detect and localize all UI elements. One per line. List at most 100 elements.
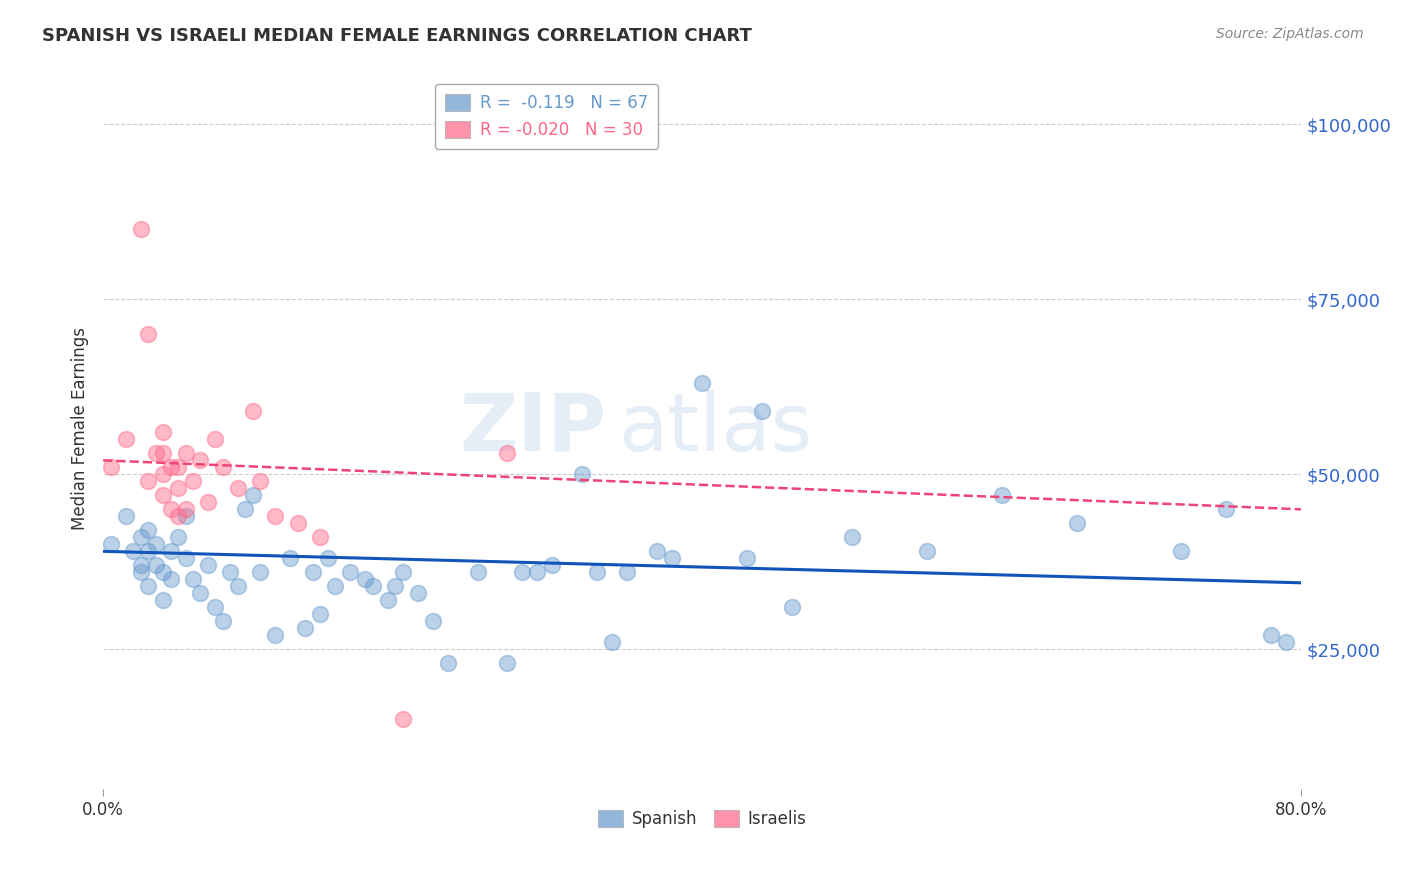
Point [294,621,316,635]
Point [197,495,219,509]
Point [136,544,159,558]
Point [152,566,174,580]
Point [159,544,181,558]
Point [204,433,226,447]
Point [496,657,519,671]
Point [159,460,181,475]
Legend: Spanish, Israelis: Spanish, Israelis [592,804,813,835]
Point [391,566,413,580]
Point [152,593,174,607]
Point [167,530,190,544]
Y-axis label: Median Female Earnings: Median Female Earnings [72,327,89,531]
Point [1260,628,1282,642]
Point [384,579,406,593]
Point [181,475,204,489]
Point [496,446,519,460]
Point [114,509,136,524]
Point [136,475,159,489]
Point [167,481,190,495]
Point [190,453,212,467]
Point [406,586,429,600]
Point [145,446,167,460]
Point [1275,635,1298,649]
Point [780,600,803,615]
Point [661,551,683,566]
Point [129,530,152,544]
Point [152,467,174,482]
Point [129,558,152,573]
Point [136,524,159,538]
Point [204,600,226,615]
Point [100,537,122,551]
Point [616,566,638,580]
Point [990,488,1012,502]
Point [735,551,758,566]
Point [167,460,190,475]
Point [129,222,152,236]
Point [249,566,271,580]
Point [136,327,159,342]
Text: atlas: atlas [619,390,813,468]
Point [436,657,458,671]
Point [1215,502,1237,516]
Point [122,544,145,558]
Point [174,446,197,460]
Point [249,475,271,489]
Point [100,460,122,475]
Point [278,551,301,566]
Point [129,566,152,580]
Point [219,566,242,580]
Point [339,566,361,580]
Point [309,530,332,544]
Text: SPANISH VS ISRAELI MEDIAN FEMALE EARNINGS CORRELATION CHART: SPANISH VS ISRAELI MEDIAN FEMALE EARNING… [42,27,752,45]
Point [1170,544,1192,558]
Point [174,502,197,516]
Point [174,551,197,566]
Point [316,551,339,566]
Point [287,516,309,531]
Point [915,544,938,558]
Point [586,566,609,580]
Point [152,488,174,502]
Point [751,404,773,418]
Point [422,615,444,629]
Point [152,446,174,460]
Point [197,558,219,573]
Point [541,558,564,573]
Point [391,712,413,726]
Point [212,615,235,629]
Point [264,509,287,524]
Point [136,579,159,593]
Point [167,509,190,524]
Point [235,502,257,516]
Point [242,488,264,502]
Point [242,404,264,418]
Point [114,433,136,447]
Text: ZIP: ZIP [460,390,606,468]
Point [467,566,489,580]
Point [264,628,287,642]
Point [226,481,249,495]
Point [526,566,548,580]
Point [145,537,167,551]
Point [301,566,323,580]
Point [190,586,212,600]
Point [309,607,332,622]
Point [212,460,235,475]
Point [174,509,197,524]
Point [512,566,534,580]
Point [152,425,174,440]
Point [645,544,668,558]
Point [1066,516,1088,531]
Point [226,579,249,593]
Point [602,635,624,649]
Point [571,467,593,482]
Point [145,558,167,573]
Point [159,572,181,586]
Point [361,579,384,593]
Point [690,376,713,391]
Point [354,572,377,586]
Text: Source: ZipAtlas.com: Source: ZipAtlas.com [1216,27,1364,41]
Point [377,593,399,607]
Point [841,530,863,544]
